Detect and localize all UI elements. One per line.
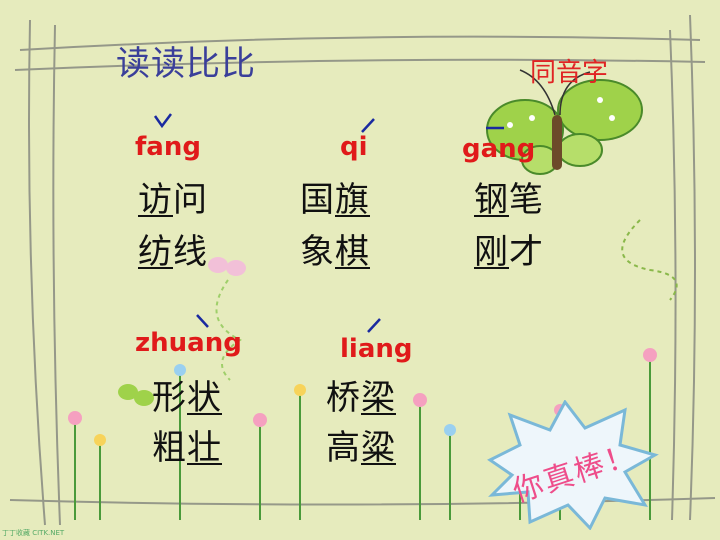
highlight-char: 棋 (335, 232, 370, 272)
starburst-badge-icon (487, 400, 659, 530)
left-butterfly-illustration (118, 384, 154, 406)
tone-mark-icon (152, 112, 174, 134)
tone-mark-icon (364, 316, 384, 338)
word-cuzhuang: 粗壮 (152, 420, 222, 469)
small-butterfly-illustration (208, 257, 246, 381)
pinyin-gang: gang (462, 134, 536, 164)
pinyin-zhuang: zhuang (135, 328, 242, 358)
word-gaoliang: 高粱 (326, 420, 396, 469)
pinyin-qi: qi (340, 132, 368, 162)
word-gangcai: 刚才 (474, 224, 544, 273)
tone-mark-icon (358, 116, 378, 138)
highlight-char: 粱 (361, 428, 396, 468)
char: 国 (300, 180, 335, 220)
word-fangxian: 纺线 (138, 224, 208, 273)
butterfly-illustration (486, 69, 678, 301)
word-guoqi: 国旗 (300, 172, 370, 221)
char: 才 (509, 232, 544, 272)
word-fangwen: 访问 (138, 172, 208, 221)
highlight-char: 梁 (361, 378, 396, 418)
char: 形 (152, 378, 187, 418)
char: 象 (300, 232, 335, 272)
char: 问 (173, 180, 208, 220)
pinyin-liang: liang (340, 334, 413, 364)
char: 笔 (509, 180, 544, 220)
char: 桥 (326, 378, 361, 418)
highlight-char: 访 (138, 180, 173, 220)
highlight-char: 壮 (187, 428, 222, 468)
highlight-char: 钢 (474, 180, 509, 220)
tone-mark-icon (484, 118, 506, 137)
char: 高 (326, 428, 361, 468)
highlight-char: 旗 (335, 180, 370, 220)
subtitle-label: 同音字 (530, 58, 609, 88)
tone-mark-icon (194, 312, 212, 334)
word-xiangqi: 象棋 (300, 224, 370, 273)
highlight-char: 纺 (138, 232, 173, 272)
pinyin-fang: fang (135, 132, 201, 162)
word-xingzhuang: 形状 (152, 370, 222, 419)
highlight-char: 刚 (474, 232, 509, 272)
char: 粗 (152, 428, 187, 468)
highlight-char: 状 (187, 378, 222, 418)
page-title: 读读比比 (116, 44, 256, 84)
word-qiaoliang: 桥梁 (326, 370, 396, 419)
watermark: 丁丁收藏 CITK.NET (2, 529, 65, 537)
word-gangbi: 钢笔 (474, 172, 544, 221)
char: 线 (173, 232, 208, 272)
